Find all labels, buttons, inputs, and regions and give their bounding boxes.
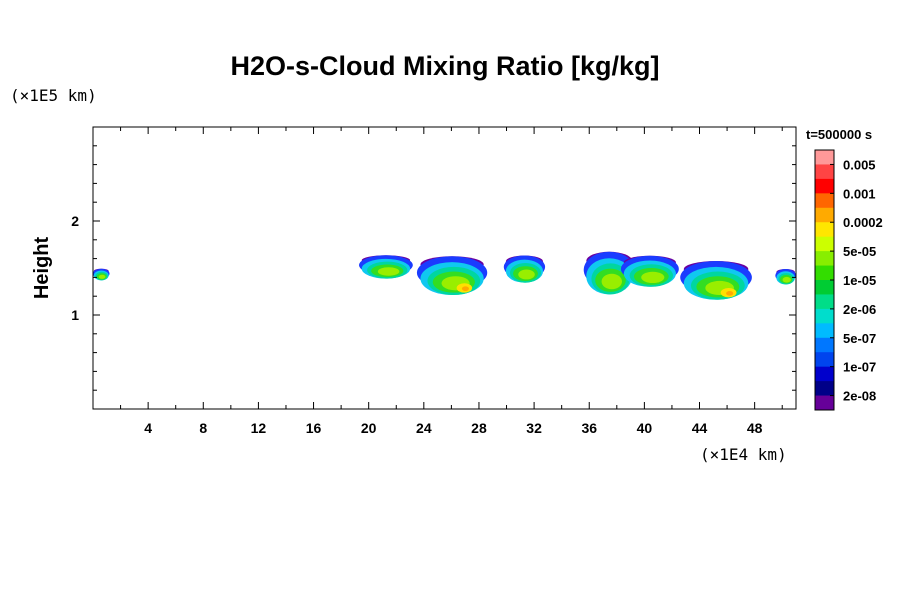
cloud-region bbox=[359, 255, 413, 279]
cloud-region bbox=[503, 255, 546, 283]
x-tick-label: 32 bbox=[526, 420, 542, 436]
chart-title: H2O-s-Cloud Mixing Ratio [kg/kg] bbox=[231, 51, 660, 81]
cloud-contour bbox=[782, 276, 791, 283]
x-tick-label: 48 bbox=[747, 420, 763, 436]
colorbar-swatch bbox=[815, 236, 834, 252]
colorbar-label: 0.005 bbox=[843, 157, 876, 172]
time-label: t=500000 s bbox=[806, 127, 872, 142]
cloud-contour bbox=[98, 274, 106, 279]
colorbar-swatch bbox=[815, 178, 834, 194]
colorbar-swatch bbox=[815, 352, 834, 368]
colorbar-swatch bbox=[815, 366, 834, 382]
cloud-region bbox=[620, 255, 679, 287]
colorbar-swatch bbox=[815, 251, 834, 266]
cloud-region bbox=[93, 268, 110, 281]
colorbar-swatch bbox=[815, 265, 834, 281]
y-tick-label: 2 bbox=[71, 213, 79, 229]
cloud-region bbox=[775, 268, 796, 285]
colorbar-swatch bbox=[815, 381, 834, 396]
colorbar-swatch bbox=[815, 222, 834, 238]
colorbar-swatch bbox=[815, 150, 834, 165]
cloud-field bbox=[93, 251, 796, 300]
colorbar-swatch bbox=[815, 294, 834, 310]
colorbar-swatch bbox=[815, 207, 834, 223]
colorbar-label: 1e-05 bbox=[843, 273, 876, 288]
x-tick-label: 36 bbox=[581, 420, 597, 436]
colorbar-swatch bbox=[815, 323, 834, 339]
cloud-region bbox=[680, 260, 752, 300]
y-axis-label: Height bbox=[31, 237, 53, 300]
x-axis-ticks: 4 8 12 16 20 24 28 32 36 40 44 48 bbox=[120, 127, 783, 436]
colorbar-swatch bbox=[815, 395, 834, 411]
cloud-contour bbox=[726, 291, 734, 296]
colorbar-label: 2e-06 bbox=[843, 302, 876, 317]
cloud-region bbox=[583, 251, 635, 295]
x-tick-label: 28 bbox=[471, 420, 487, 436]
x-tick-label: 16 bbox=[306, 420, 322, 436]
x-tick-label: 12 bbox=[251, 420, 267, 436]
colorbar-swatch bbox=[815, 337, 834, 353]
colorbar-label: 0.001 bbox=[843, 186, 876, 201]
y-tick-label: 1 bbox=[71, 307, 79, 323]
x-axis-unit: (×1E4 km) bbox=[700, 445, 787, 464]
plot-area: 4 8 12 16 20 24 28 32 36 40 44 48 12 bbox=[71, 126, 797, 436]
cloud-contour bbox=[377, 267, 400, 276]
cloud-contour bbox=[641, 271, 665, 284]
colorbar-label: 5e-05 bbox=[843, 244, 876, 259]
x-tick-label: 24 bbox=[416, 420, 432, 436]
colorbar-label: 1e-07 bbox=[843, 360, 876, 375]
x-tick-label: 40 bbox=[637, 420, 653, 436]
cloud-contour bbox=[518, 269, 535, 280]
cloud-contour bbox=[461, 286, 469, 292]
x-tick-label: 20 bbox=[361, 420, 377, 436]
x-tick-label: 44 bbox=[692, 420, 708, 436]
cloud-region bbox=[416, 256, 488, 296]
y-axis-ticks: 12 bbox=[71, 145, 796, 391]
colorbar-label: 0.0002 bbox=[843, 215, 883, 230]
colorbar-label: 2e-08 bbox=[843, 389, 876, 404]
x-tick-label: 8 bbox=[199, 420, 207, 436]
colorbar: 0.005 0.001 0.0002 5e-05 1e-05 2e-06 5e-07 1e-0… bbox=[814, 149, 883, 411]
colorbar-label: 5e-07 bbox=[843, 331, 876, 346]
x-tick-label: 4 bbox=[144, 420, 152, 436]
colorbar-swatch bbox=[815, 280, 834, 295]
colorbar-swatch bbox=[815, 308, 834, 324]
cloud-contour bbox=[601, 273, 622, 290]
colorbar-swatch bbox=[815, 193, 834, 209]
plot-frame bbox=[92, 126, 797, 410]
y-axis-unit: (×1E5 km) bbox=[10, 86, 97, 105]
colorbar-swatch bbox=[815, 164, 834, 180]
